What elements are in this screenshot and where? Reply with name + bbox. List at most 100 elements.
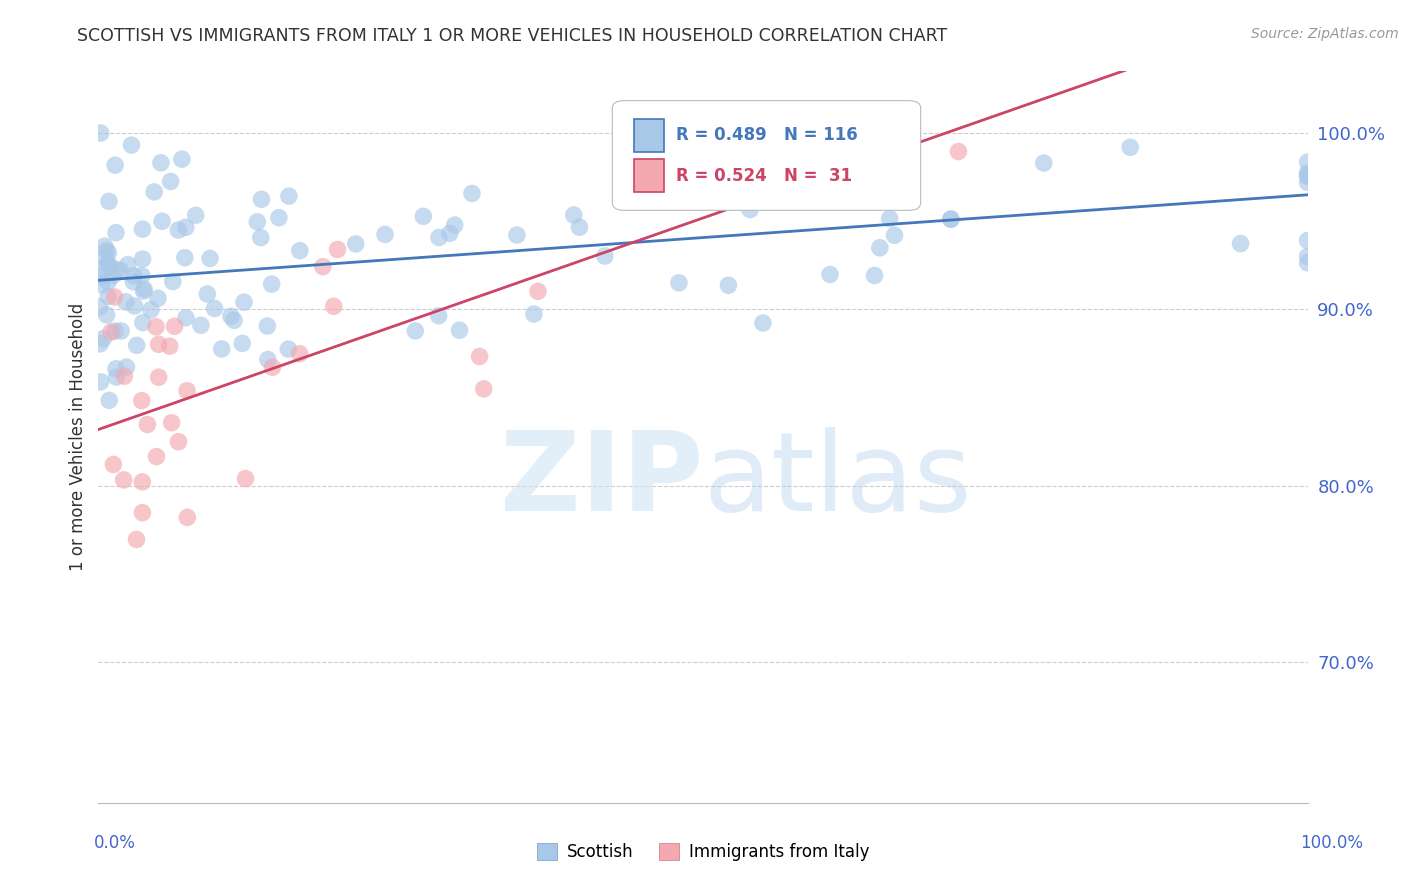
Point [174,310,197,325]
Point [427,230,450,244]
Point [717,278,740,293]
Point [162,275,184,289]
Point [163,319,186,334]
Point [110,324,132,338]
Point [89,336,111,351]
Point [668,276,690,290]
Point [98,393,121,408]
Point [90,277,112,292]
Point [1229,236,1251,251]
Point [121,138,143,153]
Point [1032,156,1054,170]
Point [176,510,198,524]
Point [122,268,145,283]
Point [412,210,434,224]
Point [131,252,153,266]
Point [246,215,269,229]
Point [100,325,122,339]
Point [114,294,136,309]
Point [131,268,153,283]
Point [267,211,290,225]
Point [125,533,148,547]
Text: R = 0.489   N = 116: R = 0.489 N = 116 [676,127,858,145]
Point [863,268,886,283]
Point [948,145,970,159]
Point [90,269,112,284]
Point [472,382,495,396]
Point [159,339,181,353]
Point [288,347,311,361]
Point [404,324,426,338]
Point [97,289,120,303]
Point [198,252,221,266]
Point [277,189,299,203]
Point [879,211,901,226]
Point [94,251,117,265]
Point [131,393,153,408]
Text: Source: ZipAtlas.com: Source: ZipAtlas.com [1251,27,1399,41]
Point [195,287,218,301]
Point [131,506,153,520]
Point [443,218,465,232]
FancyBboxPatch shape [634,159,664,192]
Point [1296,166,1319,180]
Point [763,183,786,197]
Point [260,277,283,292]
Point [939,212,962,227]
Point [115,360,138,375]
Point [112,369,135,384]
Point [134,282,156,296]
Point [1296,256,1319,270]
Point [103,458,125,472]
Point [148,337,170,351]
Point [204,301,226,316]
Point [104,361,127,376]
Point [110,263,132,277]
Point [449,323,471,337]
Legend: Scottish, Immigrants from Italy: Scottish, Immigrants from Italy [530,836,876,868]
Point [104,158,127,172]
Point [233,295,256,310]
Point [167,434,190,449]
Point [262,360,284,375]
Point [593,249,616,263]
Point [136,417,159,432]
Point [855,163,877,178]
Point [173,251,195,265]
Text: atlas: atlas [703,427,972,534]
Point [149,155,172,169]
Text: SCOTTISH VS IMMIGRANTS FROM ITALY 1 OR MORE VEHICLES IN HOUSEHOLD CORRELATION CH: SCOTTISH VS IMMIGRANTS FROM ITALY 1 OR M… [77,27,948,45]
Point [326,243,349,257]
Point [1296,175,1319,189]
Point [1119,140,1142,154]
Point [668,126,690,140]
Point [506,227,529,242]
Point [90,375,112,389]
Point [869,241,891,255]
Point [160,416,183,430]
Point [132,284,155,298]
Point [374,227,396,242]
Point [90,126,112,140]
Point [124,299,146,313]
Point [112,473,135,487]
Point [222,313,245,327]
FancyBboxPatch shape [613,101,921,211]
Point [1296,169,1319,184]
Point [139,302,162,317]
Point [312,260,335,274]
Point [174,220,197,235]
Point [131,222,153,236]
Point [89,300,111,314]
Point [1296,155,1319,169]
Point [104,324,127,338]
Point [235,471,257,485]
Point [107,263,129,277]
Point [159,174,181,188]
Point [799,189,821,203]
Point [184,208,207,222]
Point [97,245,120,260]
Point [145,450,167,464]
Point [132,316,155,330]
Point [211,342,233,356]
